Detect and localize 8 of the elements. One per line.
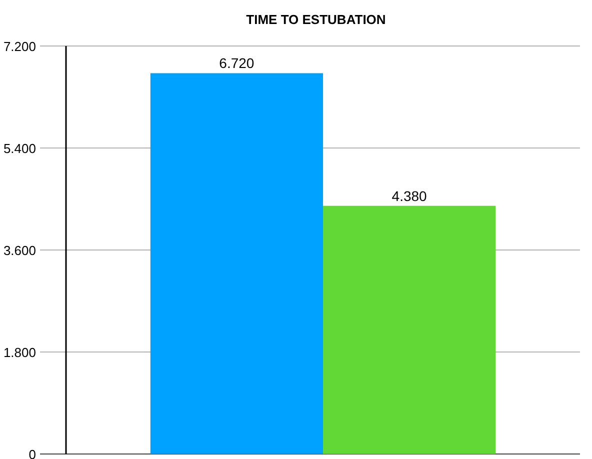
y-tick-label: 3.600 <box>3 243 36 258</box>
data-label: 4.380 <box>392 188 428 204</box>
chart-title: TIME TO ESTUBATION <box>246 12 386 27</box>
data-label: 6.720 <box>219 55 254 72</box>
y-tick-label: 5.400 <box>3 141 36 156</box>
y-tick-label: 0 <box>28 447 36 459</box>
y-tick-label: 1.800 <box>3 345 36 360</box>
y-tick-label: 7.200 <box>3 39 36 54</box>
